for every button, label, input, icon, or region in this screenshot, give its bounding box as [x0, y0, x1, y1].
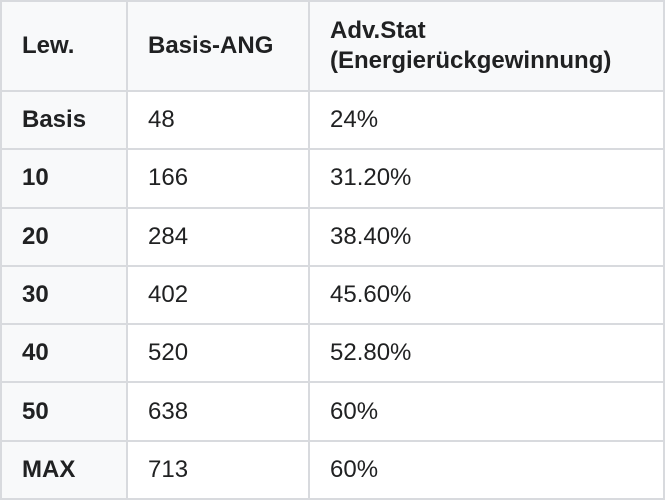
table-cell: 45.60%	[308, 264, 665, 326]
table-cell: 60%	[308, 381, 665, 442]
table-cell: 713	[126, 439, 310, 500]
table-cell: 60%	[308, 439, 665, 500]
column-header-adv-stat: Adv.Stat (Energierückgewinnung)	[308, 0, 665, 92]
table-row: MAX 713 60%	[0, 439, 665, 500]
table-body: Basis 48 24% 10 166 31.20% 20 284 38.40% 30 402 45.…	[0, 89, 665, 500]
table-cell: 38.40%	[308, 206, 665, 267]
header-row: Lew. Basis-ANG Adv.Stat (Energierückgewi…	[0, 0, 665, 92]
table-row: 30 402 45.60%	[0, 264, 665, 326]
table-cell: 402	[126, 264, 310, 326]
table-cell: 284	[126, 206, 310, 267]
column-header-basis-ang: Basis-ANG	[126, 0, 310, 92]
table-row: 10 166 31.20%	[0, 148, 665, 209]
table-row: 40 520 52.80%	[0, 323, 665, 384]
row-header-level: 10	[0, 148, 128, 209]
column-header-level: Lew.	[0, 0, 128, 92]
row-header-level: 20	[0, 206, 128, 267]
table-cell: 166	[126, 148, 310, 209]
table-cell: 52.80%	[308, 323, 665, 384]
table-row: 50 638 60%	[0, 381, 665, 442]
table-row: Basis 48 24%	[0, 89, 665, 151]
table-row: 20 284 38.40%	[0, 206, 665, 267]
row-header-level: 30	[0, 264, 128, 326]
table-cell: 638	[126, 381, 310, 442]
row-header-level: Basis	[0, 89, 128, 151]
table-cell: 31.20%	[308, 148, 665, 209]
table-cell: 520	[126, 323, 310, 384]
table-cell: 24%	[308, 89, 665, 151]
row-header-level: 50	[0, 381, 128, 442]
table-header: Lew. Basis-ANG Adv.Stat (Energierückgewi…	[0, 0, 665, 92]
table-cell: 48	[126, 89, 310, 151]
row-header-level: MAX	[0, 439, 128, 500]
row-header-level: 40	[0, 323, 128, 384]
